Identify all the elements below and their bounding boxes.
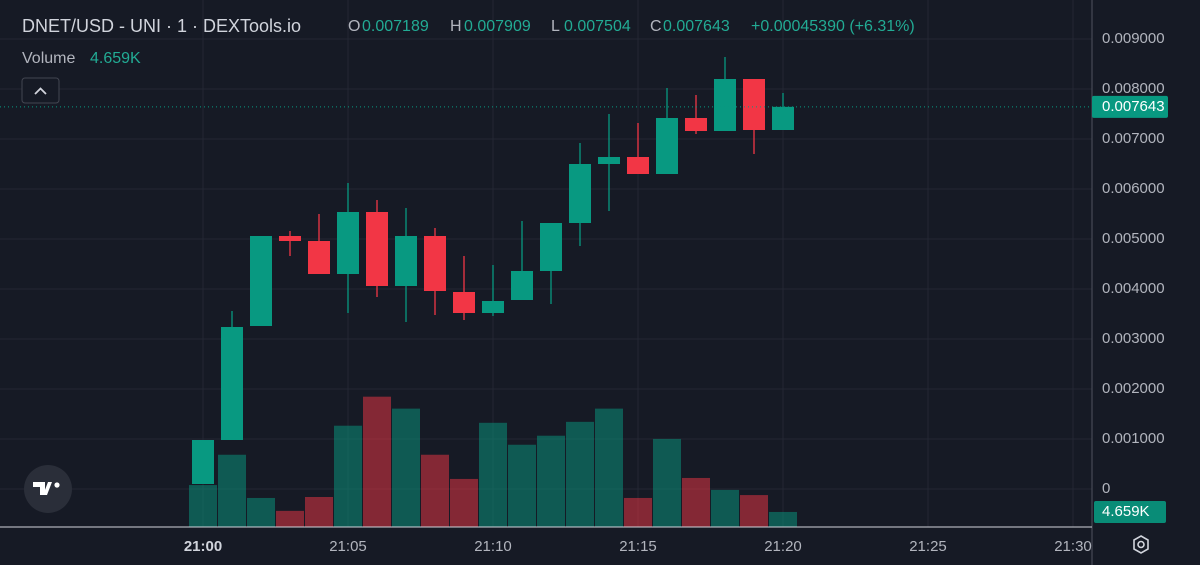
change-value: +0.00045390 (+6.31%) [751,18,915,35]
low-value: 0.007504 [564,18,631,35]
volume-bar [595,408,623,527]
volume-bar [682,477,710,527]
last-price-tag [1092,95,1168,118]
x-tick-label: 21:20 [764,538,802,555]
candle-body [250,236,272,326]
candle-body [569,164,591,223]
candle-body [685,118,707,131]
candle-body [424,236,446,291]
close-value: 0.007643 [663,18,730,35]
x-tick-label: 21:00 [184,538,222,555]
tradingview-logo[interactable] [24,465,72,513]
candle-body [511,271,533,300]
low-letter: L [551,18,560,35]
x-tick-label: 21:30 [1054,538,1092,555]
candle-body [743,79,765,130]
settings-button[interactable] [1133,535,1149,554]
collapse-button[interactable] [21,77,60,104]
candle-body [598,157,620,164]
volume-bar [740,495,768,527]
volume-bar [334,425,362,527]
y-tick-label: 0.003000 [1102,330,1165,347]
open-letter: O [348,18,360,35]
candle-body [453,292,475,313]
last-volume-tag [1094,500,1166,523]
candle-body [482,301,504,313]
y-tick-label: 0.001000 [1102,430,1165,447]
y-tick-label: 0.006000 [1102,180,1165,197]
volume-bar [218,454,246,527]
high-letter: H [450,18,462,35]
candle-body [192,440,214,484]
volume-bar [508,444,536,527]
close-letter: C [650,18,662,35]
button-frame[interactable] [21,77,60,104]
volume-bar [189,485,217,527]
volume-bar [450,478,478,527]
volume-bar [305,497,333,527]
volume-bar [276,510,304,527]
y-tick-label: 0.004000 [1102,280,1165,297]
x-tick-label: 21:05 [329,538,367,555]
y-tick-label: 0.009000 [1102,30,1165,47]
candle-body [540,223,562,271]
chevron-icon[interactable] [34,87,47,95]
x-tick-label: 21:15 [619,538,657,555]
y-tick-label: 0.008000 [1102,80,1165,97]
candle-body [366,212,388,286]
volume-bar [653,438,681,527]
volume-bar [363,396,391,527]
candle-body [772,106,794,130]
volume-bar [247,497,275,527]
candle-body [656,118,678,174]
candle-body [221,327,243,440]
volume-bar [769,511,797,527]
candle-body [337,212,359,274]
volume-bar [479,422,507,527]
open-value: 0.007189 [362,18,429,35]
chart-title: DNET/USD - UNI · 1 · DEXTools.io [22,16,301,36]
volume-bar [711,489,739,527]
x-tick-label: 21:10 [474,538,512,555]
candle-body [714,79,736,131]
volume-bar [392,408,420,527]
candle-body [308,241,330,274]
x-tick-label: 21:25 [909,538,947,555]
candle-body [279,236,301,241]
volume-bar [624,497,652,527]
y-tick-label: 0 [1102,480,1110,497]
volume-value: 4.659K [90,50,141,67]
y-tick-label: 0.005000 [1102,230,1165,247]
last-volume-label: 4.659K [1102,503,1150,520]
logo-dot[interactable] [54,482,60,488]
y-tick-label: 0.002000 [1102,380,1165,397]
gear-center[interactable] [1137,540,1145,549]
logo-mark[interactable] [33,482,52,495]
last-price-label: 0.007643 [1102,98,1165,115]
candle-body [395,236,417,286]
volume-title: Volume [22,50,75,67]
high-value: 0.007909 [464,18,531,35]
volume-bar [537,435,565,527]
candle-body [627,157,649,174]
volume-bar [421,454,449,527]
gear-icon[interactable] [1133,535,1149,554]
y-tick-label: 0.007000 [1102,130,1165,147]
volume-bar [566,421,594,527]
